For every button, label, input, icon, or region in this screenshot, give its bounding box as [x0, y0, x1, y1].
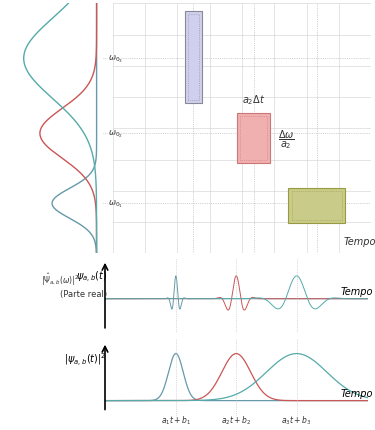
Text: $\dfrac{\Delta\omega}{a_2}$: $\dfrac{\Delta\omega}{a_2}$ — [278, 128, 295, 150]
Bar — [237, 114, 270, 164]
Bar — [288, 189, 345, 224]
Text: $\omega_{0_2}$: $\omega_{0_2}$ — [108, 128, 123, 140]
Text: $|\psi_{a,b}(t)|^2$: $|\psi_{a,b}(t)|^2$ — [64, 351, 107, 367]
Text: $a_2t+b_2$: $a_2t+b_2$ — [221, 414, 252, 426]
Text: Tempo: Tempo — [344, 236, 375, 246]
Text: $a_1t+b_1$: $a_1t+b_1$ — [160, 414, 191, 426]
Text: $a_2\Delta t$: $a_2\Delta t$ — [242, 93, 265, 107]
Bar — [240, 117, 267, 161]
Bar — [291, 192, 342, 221]
Text: $\omega_{0_3}$: $\omega_{0_3}$ — [108, 53, 123, 65]
Text: (Parte real): (Parte real) — [60, 290, 107, 298]
Text: $|\hat{\Psi}_{a,b}(\omega)|^2$: $|\hat{\Psi}_{a,b}(\omega)|^2$ — [41, 271, 79, 287]
Text: $a_3t+b_3$: $a_3t+b_3$ — [281, 414, 312, 426]
Bar — [185, 12, 202, 104]
Text: $\omega_{0_1}$: $\omega_{0_1}$ — [108, 198, 123, 209]
Text: Tempo: Tempo — [340, 286, 373, 296]
Bar — [188, 15, 199, 101]
Text: Tempo: Tempo — [340, 388, 373, 398]
Text: $\psi_{a,b}(t)$: $\psi_{a,b}(t)$ — [76, 269, 107, 284]
